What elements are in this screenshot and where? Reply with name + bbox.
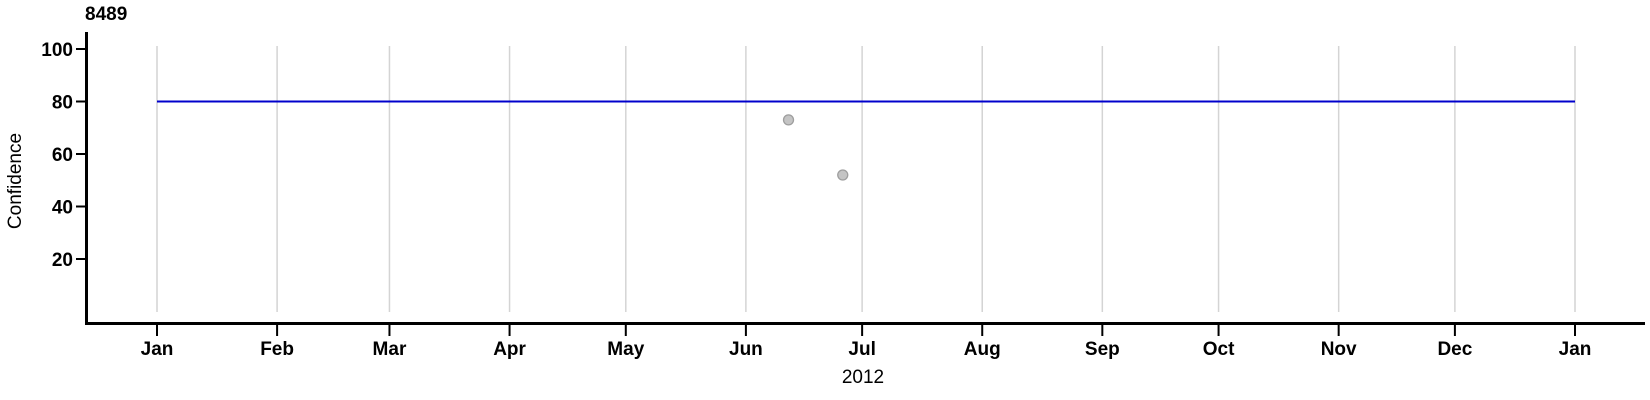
y-tick-label: 100 xyxy=(41,40,73,61)
x-tick-label: Dec xyxy=(1437,339,1472,360)
x-tick-label: May xyxy=(607,339,644,360)
y-tick-label: 60 xyxy=(52,145,73,166)
y-tick-label: 20 xyxy=(52,250,73,271)
x-tick-label: Sep xyxy=(1085,339,1120,360)
x-axis-title: 2012 xyxy=(841,367,885,388)
y-axis-title: Confidence xyxy=(5,132,26,230)
x-tick-label: Jan xyxy=(141,339,174,360)
x-tick-label: Aug xyxy=(964,339,1001,360)
data-point xyxy=(837,169,849,181)
x-tick-label: Apr xyxy=(493,339,526,360)
x-tick-label: Jan xyxy=(1559,339,1592,360)
x-tick-label: Oct xyxy=(1203,339,1235,360)
chart-id-label: 8489 xyxy=(85,4,128,25)
y-tick-label: 40 xyxy=(52,198,73,219)
x-tick-label: Feb xyxy=(260,339,294,360)
y-tick-label: 80 xyxy=(52,93,73,114)
x-tick-label: Jun xyxy=(729,339,763,360)
data-point xyxy=(782,114,795,126)
x-tick-label: Mar xyxy=(373,339,407,360)
x-tick-label: Nov xyxy=(1321,339,1357,360)
x-tick-label: Jul xyxy=(848,339,875,360)
